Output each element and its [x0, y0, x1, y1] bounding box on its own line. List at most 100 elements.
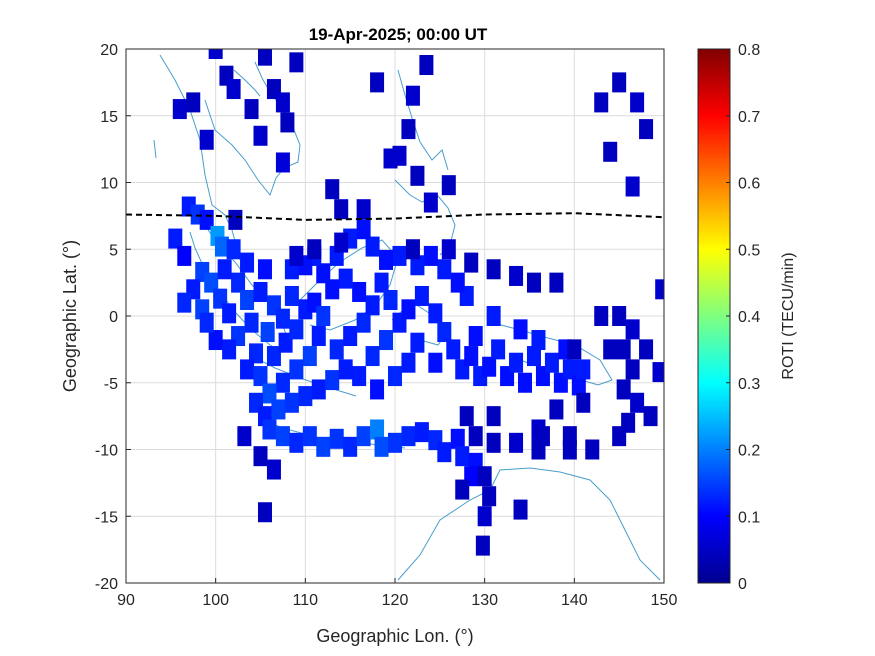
roti-cell: [401, 119, 416, 140]
roti-cell: [374, 436, 389, 457]
roti-cell: [567, 339, 582, 360]
roti-cell: [289, 359, 304, 380]
roti-cell: [379, 330, 394, 351]
roti-cell: [464, 252, 479, 273]
colorbar-ticks: 0 0.1 0.2 0.3 0.4 0.5 0.6 0.7 0.8: [726, 42, 760, 593]
roti-cell: [289, 432, 304, 453]
roti-cell: [414, 285, 429, 306]
roti-cell: [509, 352, 524, 373]
roti-cell: [419, 55, 434, 76]
roti-cell: [459, 406, 474, 427]
roti-cell: [253, 446, 268, 467]
roti-cell: [356, 426, 371, 447]
roti-cell: [428, 352, 443, 373]
chart-title: 19-Apr-2025; 00:00 UT: [309, 25, 488, 44]
colorbar: [697, 48, 731, 584]
roti-cell: [204, 272, 219, 293]
roti-cell: [365, 346, 380, 367]
roti-cell: [231, 272, 246, 293]
roti-cell: [307, 239, 322, 260]
roti-cell: [275, 372, 290, 393]
roti-cell: [356, 199, 371, 220]
roti-cell: [311, 379, 326, 400]
y-tick-label: -10: [95, 443, 118, 460]
roti-cell: [526, 272, 541, 293]
roti-cell: [616, 339, 631, 360]
roti-cell: [475, 535, 490, 556]
roti-cell: [338, 359, 353, 380]
roti-cell: [401, 299, 416, 320]
roti-cell: [338, 268, 353, 289]
roti-cell: [477, 466, 492, 487]
roti-cell: [271, 399, 286, 420]
roti-cell: [316, 436, 331, 457]
roti-cell: [562, 359, 577, 380]
roti-cell: [612, 306, 627, 326]
roti-cell: [356, 312, 371, 333]
roti-cell: [468, 326, 483, 347]
colorbar-tick-label: 0.6: [738, 176, 760, 193]
roti-cell: [655, 279, 664, 300]
roti-cell: [257, 259, 272, 280]
roti-cell: [249, 343, 264, 364]
roti-cell: [612, 426, 627, 447]
roti-cell: [240, 289, 255, 310]
roti-cell: [612, 72, 627, 93]
roti-cell: [544, 352, 559, 373]
y-tick-label: -5: [104, 376, 118, 393]
roti-cell: [316, 263, 331, 284]
roti-cell: [630, 392, 645, 413]
roti-cell: [405, 85, 420, 106]
roti-cell: [262, 419, 277, 440]
roti-cell: [260, 322, 275, 343]
roti-cell: [222, 303, 237, 324]
roti-cell: [513, 499, 528, 520]
roti-cell: [491, 339, 506, 360]
roti-cell: [410, 165, 425, 186]
roti-cell: [423, 192, 438, 213]
y-tick-label: 15: [100, 109, 118, 126]
roti-cell: [208, 49, 223, 59]
roti-cell: [217, 259, 232, 280]
roti-cell: [652, 362, 664, 383]
roti-cell: [365, 236, 380, 257]
roti-cell: [388, 432, 402, 453]
roti-cell: [441, 239, 456, 260]
roti-cell: [571, 375, 586, 396]
roti-cell: [379, 249, 394, 270]
roti-cell: [334, 199, 349, 220]
roti-cell: [275, 92, 290, 113]
roti-cell: [455, 446, 470, 467]
roti-cell: [257, 49, 272, 66]
roti-cell: [356, 219, 371, 240]
roti-cell: [486, 259, 501, 280]
roti-cell: [199, 312, 214, 333]
roti-cell: [280, 112, 295, 133]
roti-cell: [253, 281, 268, 302]
roti-cell: [450, 428, 465, 449]
y-tick-label: 5: [109, 242, 118, 259]
roti-cell: [486, 306, 501, 326]
roti-cell: [616, 379, 631, 400]
roti-cell: [437, 442, 452, 463]
roti-cell: [284, 285, 299, 306]
roti-cell: [240, 252, 255, 273]
y-tick-label: -20: [95, 576, 118, 593]
colorbar-tick-label: 0.5: [738, 242, 760, 259]
colorbar-tick-label: 0.1: [738, 509, 760, 526]
roti-cell: [226, 239, 241, 260]
y-tick-label: -15: [95, 509, 118, 526]
y-tick-label: 20: [100, 42, 118, 59]
colorbar-tick-label: 0.3: [738, 376, 760, 393]
x-tick-label: 110: [293, 592, 319, 609]
roti-cell: [325, 279, 340, 300]
roti-cell: [526, 346, 541, 367]
roti-cell: [643, 406, 658, 427]
roti-cell: [392, 245, 407, 266]
roti-cell: [244, 99, 259, 120]
x-tick-label: 150: [651, 592, 678, 609]
roti-cell: [352, 366, 367, 387]
roti-cell: [441, 175, 456, 196]
roti-cell: [262, 383, 277, 404]
